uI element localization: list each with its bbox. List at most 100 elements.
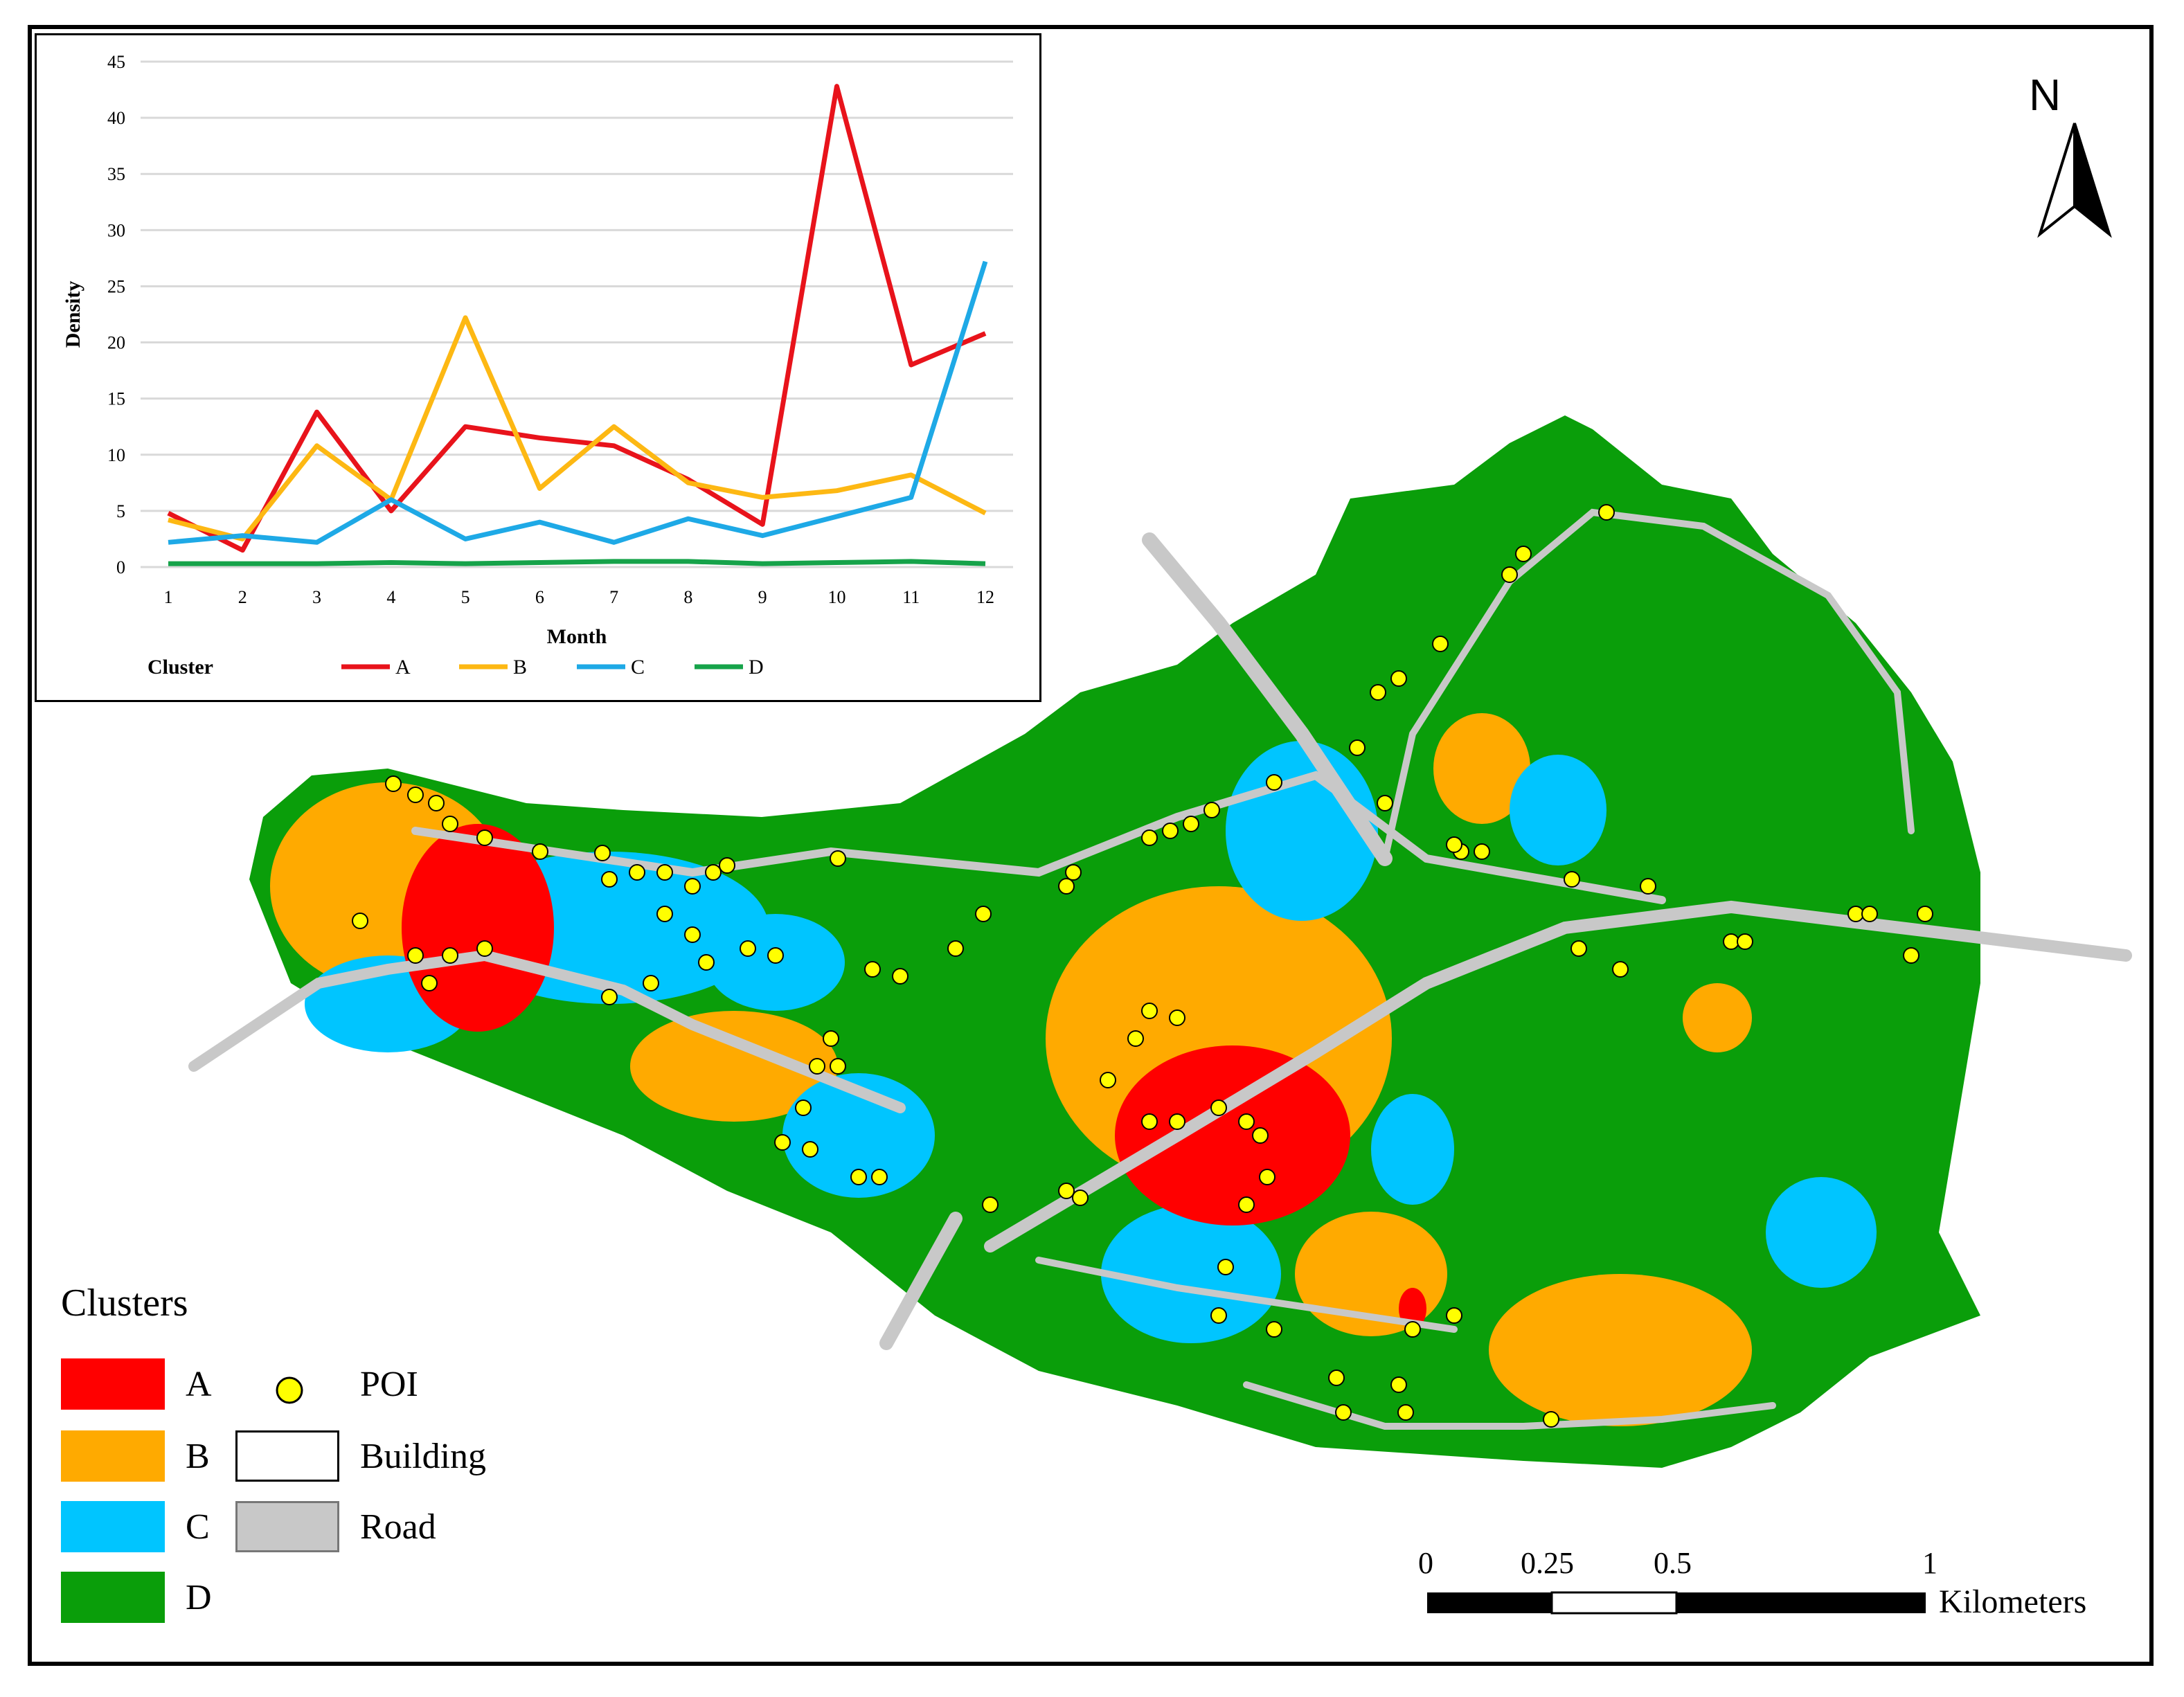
scale-tick-1: 1 xyxy=(1922,1546,1937,1580)
poi-marker xyxy=(1390,670,1407,687)
poi-marker xyxy=(1397,1404,1414,1421)
north-label: N xyxy=(2029,70,2061,120)
poi-marker xyxy=(1169,1009,1185,1026)
poi-marker xyxy=(1058,878,1075,895)
poi-marker xyxy=(871,1169,888,1185)
x-tick-label: 3 xyxy=(312,587,321,607)
poi-marker xyxy=(830,850,846,867)
poi-marker xyxy=(656,864,673,881)
x-tick-label: 5 xyxy=(461,587,470,607)
poi-marker xyxy=(656,906,673,922)
poi-marker xyxy=(442,816,458,832)
poi-marker xyxy=(1861,906,1878,922)
poi-marker xyxy=(1141,829,1158,846)
chart-legend-label-a: A xyxy=(395,656,411,679)
y-axis-title: Density xyxy=(62,281,84,348)
poi-marker xyxy=(1737,933,1753,950)
poi-marker xyxy=(1141,1113,1158,1130)
scale-tick-05: 0.5 xyxy=(1654,1546,1692,1580)
poi-marker xyxy=(830,1058,846,1075)
poi-marker xyxy=(1238,1196,1255,1213)
poi-marker xyxy=(1169,1113,1185,1130)
y-tick-label: 30 xyxy=(107,220,125,240)
legend-label-cluster-c: C xyxy=(186,1507,210,1547)
poi-marker xyxy=(1390,1376,1407,1393)
scale-tick-0: 0 xyxy=(1418,1546,1433,1580)
cluster-a-area xyxy=(402,824,554,1032)
legend-label-road: Road xyxy=(360,1507,436,1547)
poi-marker xyxy=(684,878,701,895)
legend-label-building: Building xyxy=(360,1437,487,1476)
legend-label-poi: POI xyxy=(360,1365,418,1404)
poi-marker xyxy=(795,1099,812,1116)
legend-poi-icon xyxy=(276,1376,303,1404)
poi-marker xyxy=(407,787,424,803)
poi-marker xyxy=(1072,1189,1089,1206)
legend-label-cluster-b: B xyxy=(186,1437,210,1476)
poi-marker xyxy=(864,961,881,978)
cluster-c-area xyxy=(1510,755,1606,865)
poi-marker xyxy=(1210,1099,1227,1116)
series-line-a xyxy=(167,84,987,553)
poi-marker xyxy=(1501,566,1518,583)
x-tick-label: 8 xyxy=(683,587,692,607)
poi-marker xyxy=(892,968,908,985)
poi-marker xyxy=(1404,1321,1421,1338)
poi-marker xyxy=(767,947,784,964)
poi-marker xyxy=(1640,878,1656,895)
legend-swatch-cluster-c xyxy=(61,1501,165,1552)
cluster-b-area xyxy=(1489,1274,1752,1426)
poi-marker xyxy=(1328,1370,1345,1386)
legend-swatch-cluster-b xyxy=(61,1430,165,1482)
poi-marker xyxy=(428,795,445,811)
poi-marker xyxy=(1598,504,1615,521)
poi-marker xyxy=(532,843,548,860)
y-tick-label: 20 xyxy=(107,333,125,353)
poi-marker xyxy=(802,1141,818,1158)
cluster-b-area xyxy=(1683,983,1752,1052)
poi-marker xyxy=(1238,1113,1255,1130)
x-tick-label: 6 xyxy=(535,587,544,607)
x-tick-label: 7 xyxy=(609,587,618,607)
poi-marker xyxy=(1162,823,1179,839)
poi-marker xyxy=(643,975,659,991)
poi-marker xyxy=(1335,1404,1352,1421)
poi-marker xyxy=(1058,1183,1075,1199)
poi-marker xyxy=(1100,1072,1116,1088)
y-tick-label: 40 xyxy=(107,108,125,128)
poi-marker xyxy=(1847,906,1864,922)
cluster-b-area xyxy=(1433,713,1530,824)
cluster-c-area xyxy=(1371,1094,1454,1205)
legend-swatch-road xyxy=(235,1501,339,1552)
poi-marker xyxy=(1474,843,1490,860)
cluster-a-area xyxy=(1115,1045,1350,1225)
poi-marker xyxy=(740,940,756,957)
poi-marker xyxy=(601,989,618,1005)
scale-bar xyxy=(1427,1591,1926,1615)
poi-marker xyxy=(1612,961,1629,978)
poi-marker xyxy=(385,775,402,792)
poi-marker xyxy=(442,947,458,964)
x-tick-label: 9 xyxy=(758,587,767,607)
poi-marker xyxy=(1217,1259,1234,1275)
poi-marker xyxy=(352,913,368,929)
chart-inset: 0 5 10 15 20 25 30 35 40 45 1 2 3 4 5 6 7 8 9 10 11 12 Month De… xyxy=(35,33,1041,702)
poi-marker xyxy=(1349,739,1366,756)
poi-marker xyxy=(1210,1307,1227,1324)
chart-legend-label-c: C xyxy=(631,656,645,679)
poi-marker xyxy=(1515,546,1532,562)
poi-marker xyxy=(594,845,611,861)
poi-marker xyxy=(1543,1411,1559,1428)
x-tick-label: 11 xyxy=(902,587,920,607)
legend-label-cluster-d: D xyxy=(186,1578,212,1617)
y-tick-label: 45 xyxy=(107,52,125,72)
y-tick-label: 5 xyxy=(116,501,125,521)
legend-swatch-cluster-a xyxy=(61,1358,165,1410)
poi-marker xyxy=(421,975,438,991)
poi-marker xyxy=(809,1058,825,1075)
y-tick-label: 15 xyxy=(107,389,125,409)
scale-tick-025: 0.25 xyxy=(1521,1546,1574,1580)
